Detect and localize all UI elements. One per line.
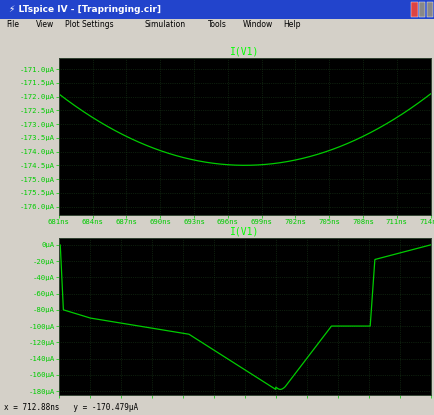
Text: I(V1): I(V1)	[230, 226, 259, 236]
Text: I(V1): I(V1)	[230, 46, 259, 56]
Text: File: File	[7, 20, 20, 29]
Text: Simulation: Simulation	[145, 20, 186, 29]
Bar	[426, 2, 432, 17]
Text: Window: Window	[242, 20, 273, 29]
Text: Tools: Tools	[207, 20, 226, 29]
Bar	[410, 2, 417, 17]
Text: Plot Settings: Plot Settings	[65, 20, 113, 29]
Text: View: View	[36, 20, 54, 29]
Text: Help: Help	[283, 20, 300, 29]
Text: x = 712.88ns   y = -170.479μA: x = 712.88ns y = -170.479μA	[4, 403, 138, 412]
Text: ⚡ LTspice IV - [Trapringing.cir]: ⚡ LTspice IV - [Trapringing.cir]	[9, 5, 160, 14]
Bar	[418, 2, 424, 17]
